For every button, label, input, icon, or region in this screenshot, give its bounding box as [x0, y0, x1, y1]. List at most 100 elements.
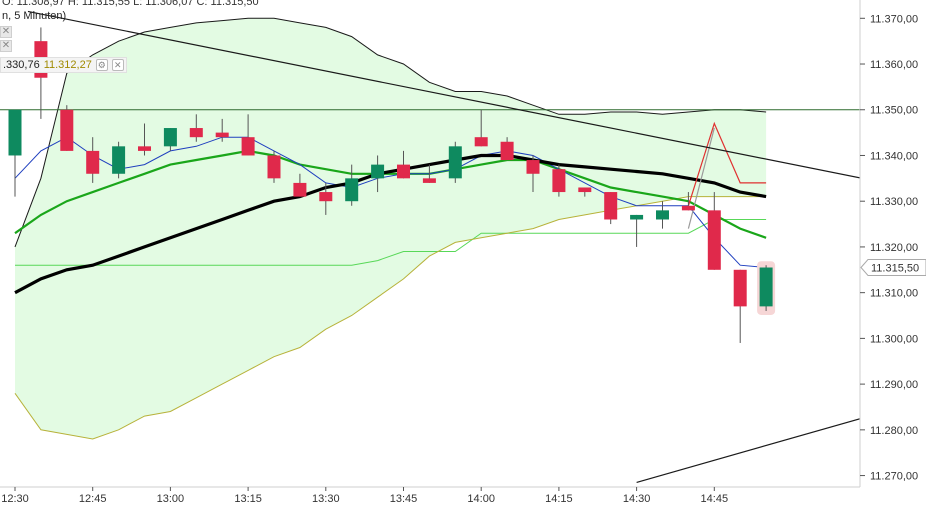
step-line	[15, 219, 767, 266]
x-tick-label: 12:45	[79, 493, 107, 505]
candle	[34, 27, 48, 119]
close-icon[interactable]: ✕	[0, 40, 12, 52]
candle-body	[733, 269, 747, 307]
ma-blue-line	[14, 136, 767, 268]
candle	[86, 137, 100, 183]
grey-line	[687, 127, 715, 229]
x-tick-label: 14:00	[467, 493, 495, 505]
candle	[474, 109, 488, 147]
candle	[397, 150, 410, 179]
candle	[60, 105, 74, 151]
ma-thick-line	[14, 153, 767, 295]
red-line	[687, 121, 767, 206]
candle	[448, 141, 462, 183]
candle-body	[397, 164, 410, 179]
candle	[215, 118, 229, 142]
candle	[656, 201, 669, 229]
candle-body	[474, 137, 488, 147]
candle-body	[241, 137, 255, 156]
trendline-upper	[27, 10, 860, 179]
x-tick-label: 14:45	[701, 493, 729, 505]
candle-body	[345, 178, 359, 202]
candle-body	[759, 267, 773, 307]
band-fill	[15, 18, 767, 440]
x-tick-label: 14:30	[623, 493, 651, 505]
y-tick-label: 11.270,00	[870, 471, 918, 483]
close-icon[interactable]: ✕	[111, 59, 124, 71]
candle-body	[293, 182, 307, 197]
x-tick-label: 13:15	[234, 493, 262, 505]
y-tick-label: 11.340,00	[870, 150, 918, 162]
candle	[112, 141, 126, 179]
chart-legend: n, 5 Minuten)	[2, 10, 67, 22]
y-tick-label: 11.290,00	[870, 379, 918, 391]
candle	[138, 123, 151, 156]
candle-body	[578, 187, 592, 193]
y-tick-label: 11.370,00	[870, 13, 918, 25]
plot-area	[0, 10, 860, 484]
y-tick-label: 11.310,00	[870, 288, 918, 300]
candle	[189, 114, 203, 142]
candle-body	[112, 146, 126, 174]
candle	[757, 261, 776, 315]
candle	[319, 182, 333, 215]
x-tick-label: 13:45	[390, 493, 418, 505]
candle-body	[163, 128, 177, 147]
last-price-tag: 11.315,50	[860, 259, 926, 277]
settings-icon[interactable]: ⚙	[95, 59, 108, 71]
y-tick-label: 11.350,00	[870, 105, 918, 117]
candle-body	[552, 169, 566, 193]
candle	[293, 173, 307, 197]
candle	[345, 164, 359, 206]
candle-body	[656, 210, 669, 220]
candle	[552, 164, 566, 197]
candle-body	[500, 141, 514, 161]
band-lower-line	[14, 196, 767, 440]
candle-body	[526, 160, 540, 174]
candle	[8, 109, 22, 197]
y-tick-label: 11.330,00	[870, 196, 918, 208]
y-tick-label: 11.320,00	[870, 242, 918, 254]
y-tick-label: 11.280,00	[870, 425, 918, 437]
candle	[604, 192, 618, 225]
x-tick-label: 14:15	[545, 493, 573, 505]
candle	[630, 214, 644, 247]
y-tick-label: 11.300,00	[870, 333, 918, 345]
candle-body	[138, 146, 151, 151]
candle-body	[8, 109, 22, 156]
candle-body	[604, 192, 618, 220]
candle-body	[371, 164, 385, 179]
x-tick-label: 13:00	[157, 493, 185, 505]
y-tick-label: 11.360,00	[870, 59, 918, 71]
candle-body	[422, 178, 436, 183]
candle	[422, 164, 436, 183]
candle	[681, 192, 695, 211]
trendline-lower	[636, 418, 860, 484]
ma-green-line	[14, 149, 767, 239]
ohlc-header: O: 11.308,97 H: 11.315,55 L: 11.306,07 C…	[2, 0, 259, 8]
candle	[578, 187, 592, 197]
control-row-2: ✕	[0, 40, 12, 52]
candle	[733, 269, 747, 343]
candle-body	[630, 214, 644, 220]
candle-body	[86, 150, 100, 174]
candle-body	[215, 132, 229, 138]
x-tick-label: 13:30	[312, 493, 340, 505]
control-row-1: ✕	[0, 26, 12, 38]
candle-body	[189, 128, 203, 138]
candle-body	[267, 155, 281, 179]
candle	[267, 150, 281, 183]
candle-body	[448, 146, 462, 179]
candle-body	[681, 205, 695, 211]
indicator-value-1: .330,76	[3, 59, 40, 71]
candle	[163, 128, 177, 151]
candle	[526, 155, 540, 193]
indicator-label: .330,76 11.312,27 ⚙ ✕	[0, 57, 127, 73]
close-icon[interactable]: ✕	[0, 26, 12, 38]
candle-body	[60, 109, 74, 151]
candle	[500, 137, 514, 161]
candle	[371, 155, 385, 193]
candle-body	[707, 210, 721, 270]
indicator-value-2: 11.312,27	[43, 59, 92, 71]
